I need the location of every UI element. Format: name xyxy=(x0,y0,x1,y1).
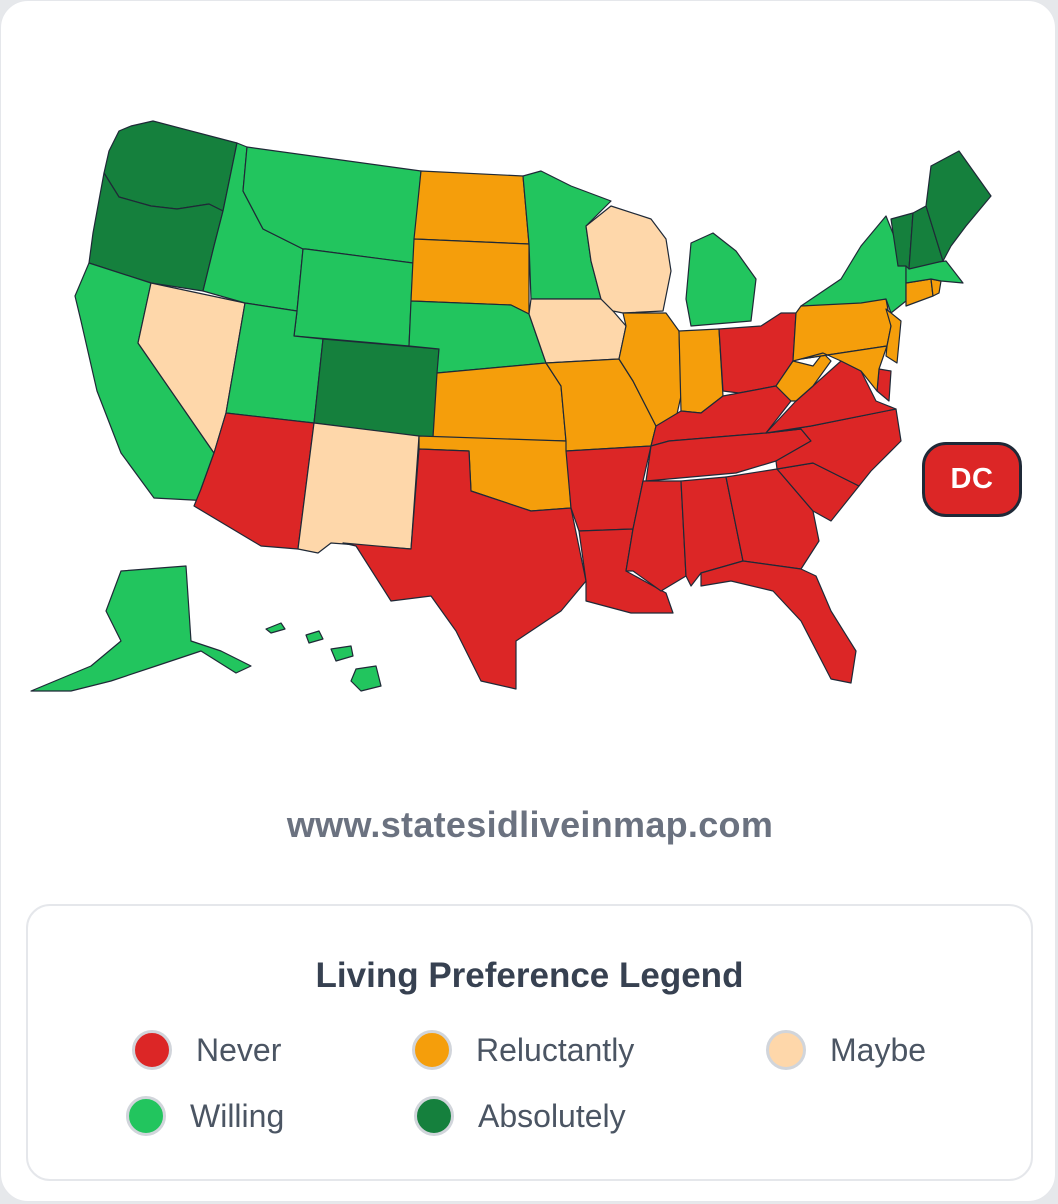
legend-swatch-absolutely xyxy=(414,1096,454,1136)
legend-label: Never xyxy=(196,1031,282,1068)
state-nj[interactable] xyxy=(885,308,902,364)
legend-label: Absolutely xyxy=(478,1097,626,1134)
us-map xyxy=(1,1,1055,761)
state-tx[interactable] xyxy=(342,448,587,690)
state-nd[interactable] xyxy=(413,170,530,245)
legend-swatch-reluctantly xyxy=(412,1030,452,1070)
legend-label: Maybe xyxy=(830,1031,927,1068)
state-me[interactable] xyxy=(925,150,992,262)
state-ks[interactable] xyxy=(432,362,567,442)
us-map-svg xyxy=(30,120,992,692)
legend-item-never: Never xyxy=(132,1026,281,1074)
legend-item-willing: Willing xyxy=(126,1092,284,1140)
legend-panel: Living Preference Legend Never Reluctant… xyxy=(26,904,1033,1181)
state-vt[interactable] xyxy=(890,212,914,270)
site-url: www.statesidliveinmap.com xyxy=(286,804,774,845)
state-hi[interactable] xyxy=(265,622,382,692)
state-nm[interactable] xyxy=(297,422,420,554)
legend-swatch-maybe xyxy=(766,1030,806,1070)
legend-label: Willing xyxy=(190,1097,285,1134)
legend-swatch-never xyxy=(132,1030,172,1070)
legend-item-absolutely: Absolutely xyxy=(414,1092,626,1140)
state-wi[interactable] xyxy=(585,205,672,314)
dc-badge[interactable]: DC xyxy=(922,442,1022,517)
state-wy[interactable] xyxy=(293,248,414,347)
state-co[interactable] xyxy=(313,338,440,439)
state-wa[interactable] xyxy=(103,120,238,212)
state-ct[interactable] xyxy=(905,278,934,307)
state-wv[interactable] xyxy=(775,352,832,402)
legend-label: Reluctantly xyxy=(476,1031,635,1068)
legend-item-reluctantly: Reluctantly xyxy=(412,1026,634,1074)
legend-title: Living Preference Legend xyxy=(315,956,744,995)
legend-item-maybe: Maybe xyxy=(766,1026,926,1074)
state-ny[interactable] xyxy=(800,215,907,314)
state-fl[interactable] xyxy=(700,560,857,684)
state-mi[interactable] xyxy=(685,232,757,327)
state-md[interactable] xyxy=(800,345,888,392)
legend-swatch-willing xyxy=(126,1096,166,1136)
state-ri[interactable] xyxy=(930,278,942,297)
state-ak[interactable] xyxy=(30,565,252,692)
